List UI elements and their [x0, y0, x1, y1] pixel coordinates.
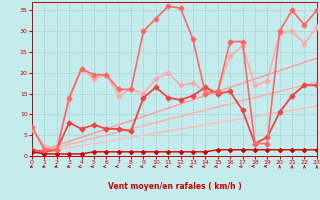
X-axis label: Vent moyen/en rafales ( km/h ): Vent moyen/en rafales ( km/h ) — [108, 182, 241, 191]
